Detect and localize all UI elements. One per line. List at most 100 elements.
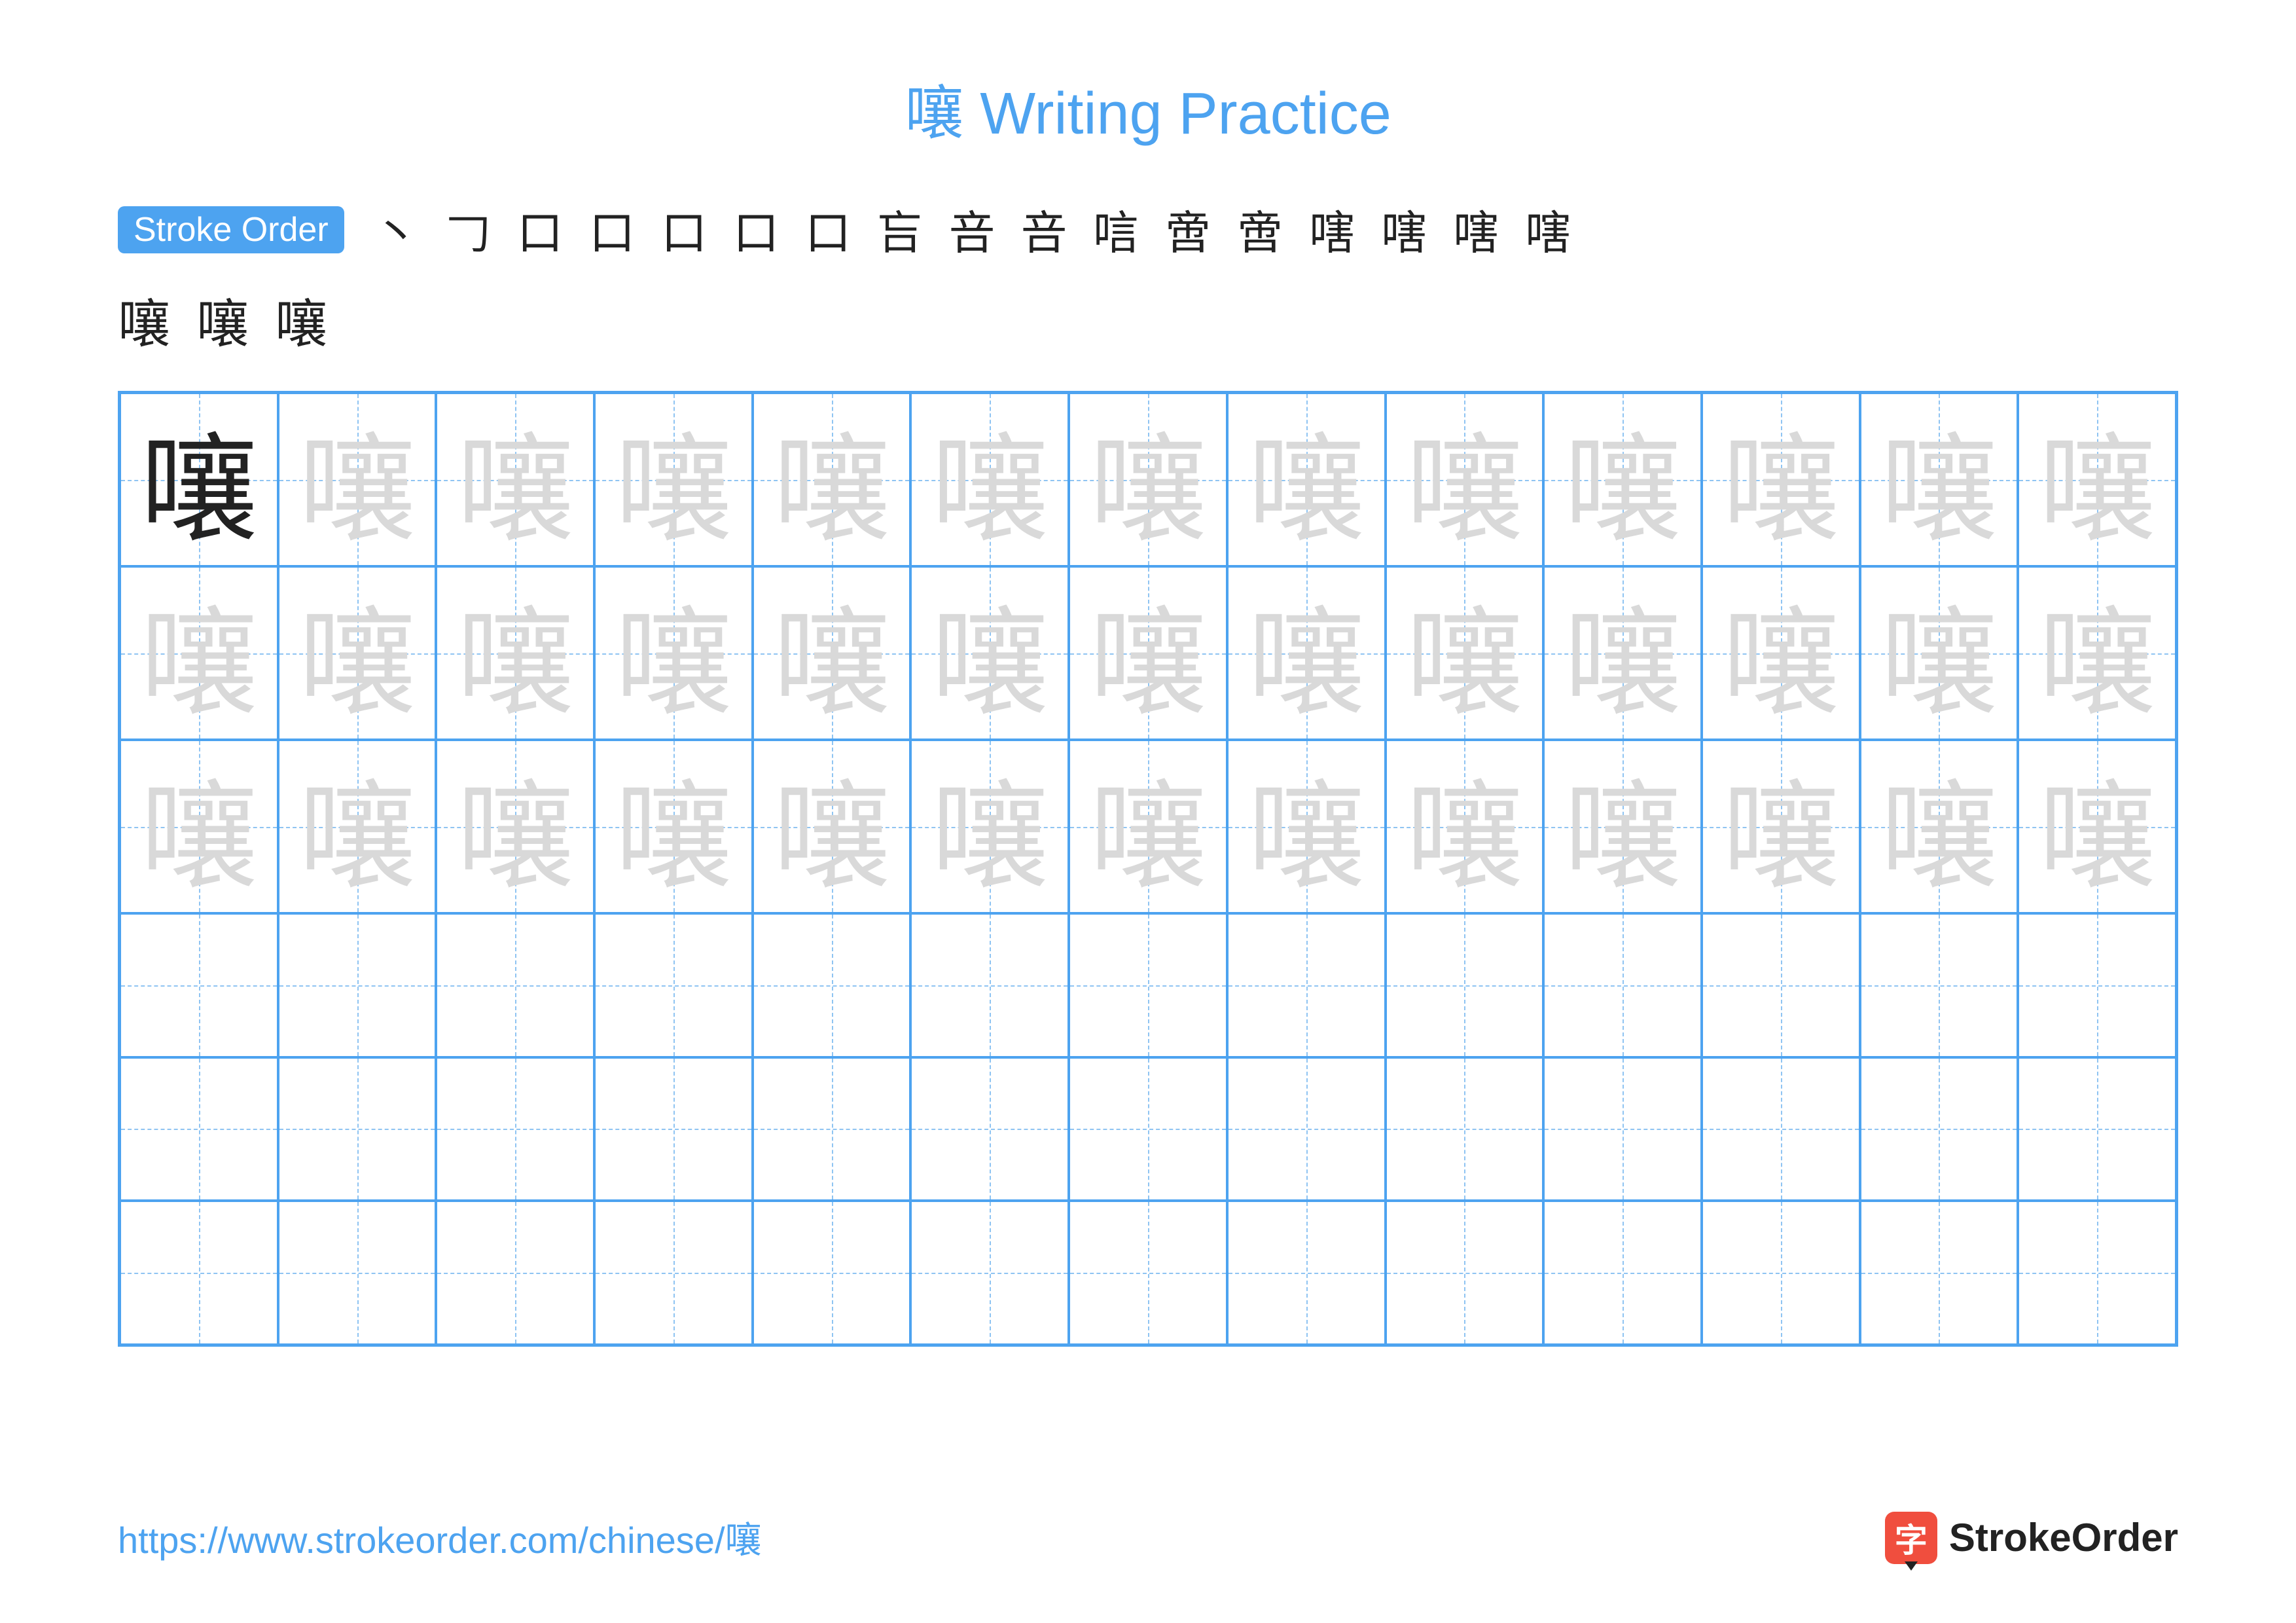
practice-char: 嚷 xyxy=(615,741,732,912)
grid-cell xyxy=(278,1057,437,1201)
stroke-step: 咅 xyxy=(1021,196,1067,263)
grid-cell: 嚷 xyxy=(594,393,753,566)
grid-cell: 嚷 xyxy=(753,740,911,913)
stroke-step: 𠃌 xyxy=(445,196,491,263)
practice-char: 嚷 xyxy=(773,394,891,565)
grid-cell: 嚷 xyxy=(1702,566,1860,740)
stroke-step: 唁 xyxy=(1093,196,1139,263)
practice-grid: 嚷嚷嚷嚷嚷嚷嚷嚷嚷嚷嚷嚷嚷嚷嚷嚷嚷嚷嚷嚷嚷嚷嚷嚷嚷嚷嚷嚷嚷嚷嚷嚷嚷嚷嚷嚷嚷嚷嚷 xyxy=(118,391,2178,1347)
grid-cell: 嚷 xyxy=(1543,740,1702,913)
practice-char: 嚷 xyxy=(1089,741,1207,912)
practice-char: 嚷 xyxy=(1405,568,1523,739)
stroke-steps-row2: 嚷嚷嚷 xyxy=(118,282,2178,358)
grid-cell xyxy=(436,913,594,1057)
grid-cell: 嚷 xyxy=(753,566,911,740)
stroke-step: 口 xyxy=(589,196,635,263)
grid-cell xyxy=(120,1057,278,1201)
grid-cell xyxy=(120,913,278,1057)
grid-cell: 嚷 xyxy=(120,740,278,913)
practice-char: 嚷 xyxy=(456,394,574,565)
grid-cell: 嚷 xyxy=(1386,566,1544,740)
grid-cell xyxy=(753,1201,911,1345)
grid-cell: 嚷 xyxy=(910,740,1069,913)
grid-cell xyxy=(1702,1057,1860,1201)
grid-cell: 嚷 xyxy=(594,566,753,740)
grid-cell xyxy=(1860,1201,2018,1345)
grid-cell xyxy=(910,1201,1069,1345)
grid-cell xyxy=(910,1057,1069,1201)
grid-cell xyxy=(1702,913,1860,1057)
grid-cell: 嚷 xyxy=(278,393,437,566)
grid-cell: 嚷 xyxy=(1543,566,1702,740)
grid-cell: 嚷 xyxy=(278,740,437,913)
practice-char: 嚷 xyxy=(1880,741,1998,912)
practice-char: 嚷 xyxy=(140,741,258,912)
stroke-order-label: Stroke Order xyxy=(118,206,344,253)
grid-cell xyxy=(1543,913,1702,1057)
stroke-step: 嚷 xyxy=(275,282,327,358)
grid-cell: 嚷 xyxy=(120,393,278,566)
grid-cell xyxy=(2018,1201,2176,1345)
logo-icon: 字 xyxy=(1885,1512,1937,1564)
stroke-step: 口 xyxy=(733,196,779,263)
grid-cell xyxy=(1069,913,1227,1057)
practice-char: 嚷 xyxy=(931,568,1049,739)
grid-cell xyxy=(1860,1057,2018,1201)
grid-cell xyxy=(1386,1057,1544,1201)
grid-cell: 嚷 xyxy=(1227,393,1386,566)
stroke-step: 嗐 xyxy=(1525,196,1571,263)
stroke-step: 嗐 xyxy=(1309,196,1355,263)
grid-cell: 嚷 xyxy=(278,566,437,740)
grid-cell: 嚷 xyxy=(594,740,753,913)
logo-text: StrokeOrder xyxy=(1949,1515,2178,1560)
grid-cell xyxy=(594,1201,753,1345)
practice-char: 嚷 xyxy=(456,741,574,912)
practice-char: 嚷 xyxy=(1247,568,1365,739)
practice-char: 嚷 xyxy=(2038,394,2156,565)
grid-cell: 嚷 xyxy=(436,566,594,740)
stroke-step: 咅 xyxy=(949,196,995,263)
stroke-step: 丶 xyxy=(373,196,419,263)
stroke-step: 啻 xyxy=(1165,196,1211,263)
practice-char: 嚷 xyxy=(298,741,416,912)
practice-char: 嚷 xyxy=(2038,568,2156,739)
grid-cell xyxy=(753,1057,911,1201)
logo: 字 StrokeOrder xyxy=(1885,1512,2178,1564)
grid-cell: 嚷 xyxy=(1702,740,1860,913)
stroke-step: 啻 xyxy=(1237,196,1283,263)
grid-cell: 嚷 xyxy=(436,393,594,566)
stroke-step: 口 xyxy=(661,196,707,263)
grid-cell: 嚷 xyxy=(1860,393,2018,566)
practice-char: 嚷 xyxy=(456,568,574,739)
practice-char: 嚷 xyxy=(1722,394,1840,565)
grid-cell xyxy=(1702,1201,1860,1345)
grid-cell xyxy=(1543,1201,1702,1345)
practice-char: 嚷 xyxy=(1405,394,1523,565)
grid-cell xyxy=(594,1057,753,1201)
practice-char: 嚷 xyxy=(773,568,891,739)
practice-char: 嚷 xyxy=(931,741,1049,912)
grid-cell: 嚷 xyxy=(1227,566,1386,740)
page-title: 嚷 Writing Practice xyxy=(118,65,2178,151)
grid-cell: 嚷 xyxy=(1069,740,1227,913)
stroke-step: 嚷 xyxy=(118,282,170,358)
stroke-step: 口 xyxy=(517,196,563,263)
grid-cell: 嚷 xyxy=(910,393,1069,566)
practice-char: 嚷 xyxy=(1564,741,1681,912)
practice-char: 嚷 xyxy=(1722,741,1840,912)
practice-char: 嚷 xyxy=(773,741,891,912)
grid-cell xyxy=(1069,1057,1227,1201)
stroke-step: 嗐 xyxy=(1381,196,1427,263)
practice-char: 嚷 xyxy=(1247,741,1365,912)
practice-char: 嚷 xyxy=(931,394,1049,565)
stroke-steps-row1: 丶𠃌口口口口口吂咅咅唁啻啻嗐嗐嗐嗐 xyxy=(347,224,1571,235)
grid-cell xyxy=(1227,1201,1386,1345)
grid-cell: 嚷 xyxy=(2018,393,2176,566)
stroke-step: 吂 xyxy=(877,196,923,263)
grid-cell xyxy=(436,1201,594,1345)
practice-char: 嚷 xyxy=(1564,394,1681,565)
grid-cell: 嚷 xyxy=(1386,740,1544,913)
grid-cell: 嚷 xyxy=(120,566,278,740)
practice-char: 嚷 xyxy=(615,568,732,739)
stroke-order-section: Stroke Order 丶𠃌口口口口口吂咅咅唁啻啻嗐嗐嗐嗐 嚷嚷嚷 xyxy=(118,196,2178,358)
